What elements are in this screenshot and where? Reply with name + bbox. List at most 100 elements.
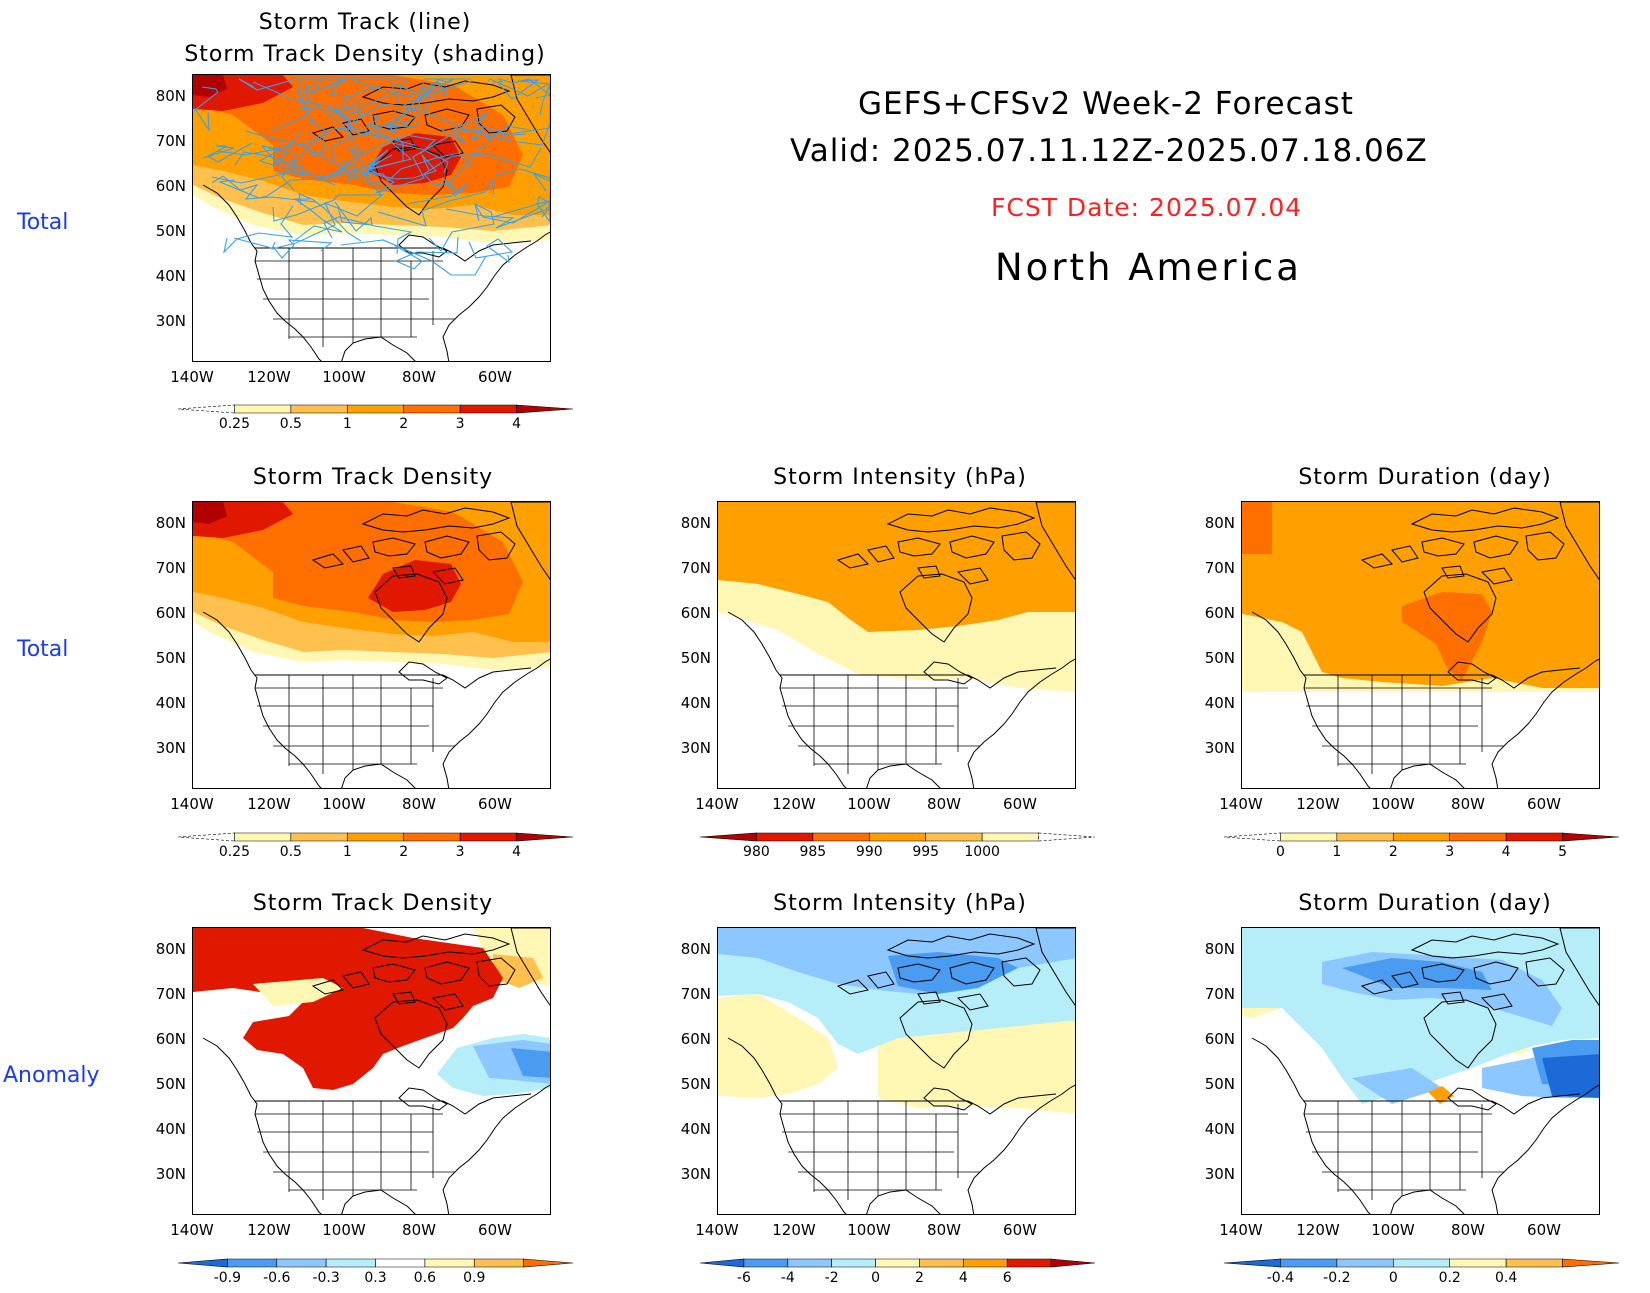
lon-tick-label: 140W <box>170 368 214 386</box>
great-lakes <box>398 1087 448 1111</box>
lon-tick-label: 100W <box>322 795 366 813</box>
colorbar-segment <box>516 404 574 414</box>
panel-title-duration: Storm Duration (day) <box>1298 465 1552 490</box>
shading-region <box>253 978 343 1006</box>
storm-track-line <box>334 201 373 232</box>
lon-tick-label: 120W <box>247 795 291 813</box>
lat-tick-label: 70N <box>680 559 711 577</box>
storm-track-line <box>446 125 530 186</box>
arctic-island <box>372 537 416 557</box>
hudson-bay <box>1423 573 1497 643</box>
storm-track-line <box>340 152 472 182</box>
colorbar-label: 980 <box>743 844 770 860</box>
colorbar-label: 0.4 <box>1495 1270 1518 1286</box>
lat-tick-label: 60N <box>155 177 186 195</box>
shading-region <box>1342 958 1599 1088</box>
colorbar-segment <box>290 832 348 842</box>
colorbar-label: -0.2 <box>1323 1270 1351 1286</box>
lon-tick-label: 120W <box>1296 795 1340 813</box>
lat-tick-label: 60N <box>155 1030 186 1048</box>
great-lakes <box>923 661 973 685</box>
arctic-island <box>361 933 511 959</box>
us-canada-border <box>255 667 532 689</box>
lon-tick-label: 100W <box>847 1221 891 1239</box>
storm-track-line <box>454 101 550 140</box>
storm-track-line <box>368 94 423 170</box>
colorbar-svg <box>177 832 574 842</box>
colorbar-segment <box>234 404 292 414</box>
lon-tick-label: 120W <box>247 1221 291 1239</box>
lat-tick-label: 40N <box>155 267 186 285</box>
colorbar-segment <box>523 1258 574 1268</box>
shading-region <box>1542 1054 1599 1098</box>
arctic-island <box>476 531 516 561</box>
arctic-island <box>949 535 995 559</box>
lat-tick-label: 40N <box>680 694 711 712</box>
storm-track-line <box>305 83 416 146</box>
panel-title-intensity: Storm Intensity (hPa) <box>773 465 1027 490</box>
arctic-island <box>1480 993 1513 1011</box>
lon-tick-label: 60W <box>1527 795 1561 813</box>
arctic-island <box>917 565 941 579</box>
colorbar-svg <box>699 832 1096 842</box>
colorbar-label: 0.2 <box>1438 1270 1461 1286</box>
colorbar-segment <box>459 832 517 842</box>
colorbar-segment <box>756 832 814 842</box>
lat-tick-label: 40N <box>1204 1120 1235 1138</box>
colorbar-segment <box>346 404 405 414</box>
colorbar-label: 0.5 <box>279 844 302 860</box>
us-canada-border <box>255 1093 532 1115</box>
lon-tick-label: 80W <box>402 795 436 813</box>
colorbar-label: -0.9 <box>213 1270 242 1286</box>
arctic-island <box>424 535 470 559</box>
great-lakes <box>398 234 448 258</box>
storm-track-line <box>406 178 469 205</box>
colorbar-segment <box>177 404 235 414</box>
colorbar-segment <box>1392 832 1451 842</box>
storm-track-line <box>234 130 302 166</box>
storm-track-line <box>267 147 298 191</box>
colorbar-segment <box>812 832 870 842</box>
colorbar-label: -0.6 <box>263 1270 291 1286</box>
colorbar-svg <box>1223 1258 1620 1268</box>
colorbar-label: 0.6 <box>413 1270 436 1286</box>
lat-tick-label: 50N <box>1204 649 1235 667</box>
shading-region <box>1428 1086 1454 1104</box>
storm-track-line <box>445 190 550 229</box>
map-intensity-anomaly <box>717 927 1076 1215</box>
figure-title-line2: Valid: 2025.07.11.12Z-2025.07.18.06Z <box>790 133 1428 169</box>
colorbar-segment <box>1223 1258 1281 1268</box>
greenland-coast <box>510 75 550 153</box>
greenland-coast <box>1559 502 1599 580</box>
greenland-coast <box>1035 928 1075 1006</box>
map-svg <box>193 75 550 361</box>
colorbar-label: -0.4 <box>1266 1270 1295 1286</box>
arctic-island <box>1421 963 1465 983</box>
storm-track-line <box>474 200 550 224</box>
great-lakes <box>923 1087 973 1111</box>
colorbar-segment <box>1336 832 1394 842</box>
storm-track-line <box>298 193 362 242</box>
lon-tick-label: 140W <box>695 795 739 813</box>
lat-tick-label: 60N <box>680 1030 711 1048</box>
map-svg <box>1242 502 1599 788</box>
map-svg <box>1242 928 1599 1214</box>
lat-tick-label: 40N <box>680 1120 711 1138</box>
lon-tick-label: 140W <box>170 1221 214 1239</box>
colorbar-segment <box>1280 1258 1338 1268</box>
hudson-bay <box>374 573 448 643</box>
lat-tick-label: 30N <box>1204 739 1235 757</box>
storm-track-line <box>202 142 253 163</box>
arctic-island <box>392 991 416 1005</box>
colorbar-segment <box>868 832 927 842</box>
lon-tick-label: 100W <box>1371 1221 1415 1239</box>
colorbar-label: 3 <box>1445 844 1455 860</box>
shading-region <box>193 502 461 612</box>
colorbar: -0.4 -0.2 0 0.2 0.4 <box>1223 1258 1620 1293</box>
arctic-island <box>956 567 989 585</box>
map-storm-track <box>192 74 551 362</box>
lon-tick-label: 80W <box>402 1221 436 1239</box>
arctic-island <box>836 553 869 569</box>
lat-tick-label: 40N <box>155 694 186 712</box>
lat-tick-label: 50N <box>680 649 711 667</box>
